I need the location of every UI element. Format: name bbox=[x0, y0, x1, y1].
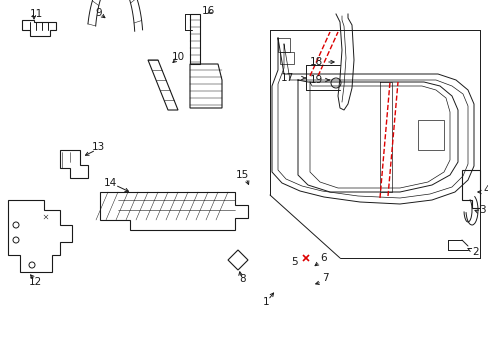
Text: 11: 11 bbox=[30, 9, 43, 19]
Text: 17: 17 bbox=[280, 73, 293, 83]
Text: 15: 15 bbox=[235, 170, 248, 180]
Text: 1: 1 bbox=[262, 297, 269, 307]
Text: 19: 19 bbox=[309, 75, 323, 85]
Text: 4: 4 bbox=[482, 185, 488, 195]
Text: 9: 9 bbox=[95, 8, 102, 18]
Text: 8: 8 bbox=[239, 274, 246, 284]
Text: 6: 6 bbox=[319, 253, 326, 263]
Text: 14: 14 bbox=[103, 178, 116, 188]
Text: 16: 16 bbox=[201, 6, 214, 16]
Text: 3: 3 bbox=[478, 205, 485, 215]
Text: 18: 18 bbox=[309, 57, 323, 67]
Text: 7: 7 bbox=[321, 273, 328, 283]
Text: 12: 12 bbox=[28, 277, 41, 287]
Text: 10: 10 bbox=[172, 52, 185, 62]
Text: 13: 13 bbox=[92, 142, 105, 152]
Text: 5: 5 bbox=[291, 257, 297, 267]
Text: 2: 2 bbox=[471, 247, 478, 257]
